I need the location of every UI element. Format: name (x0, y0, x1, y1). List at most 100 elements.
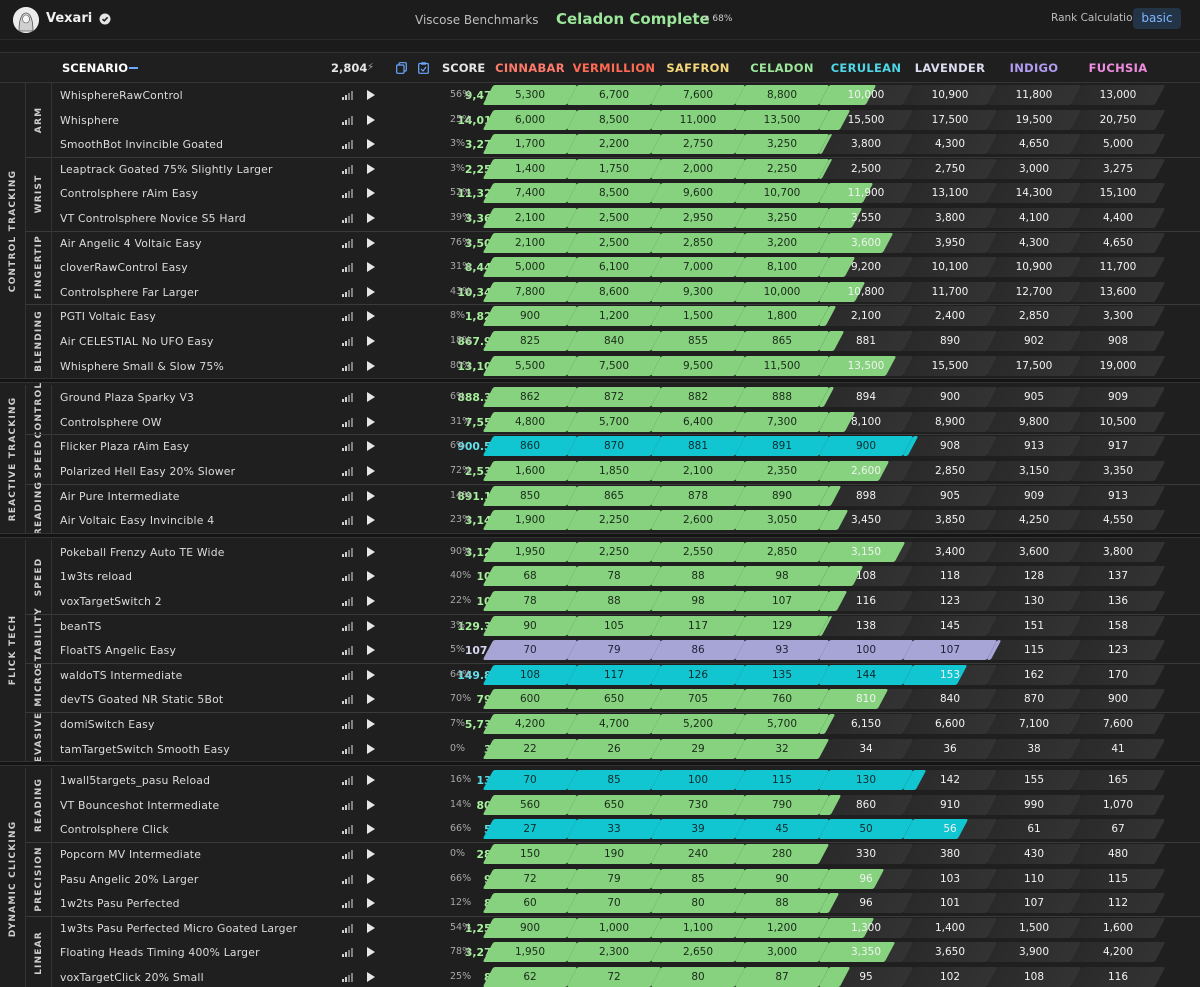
scenario-name[interactable]: VT Controlsphere Novice S5 Hard (60, 212, 246, 225)
subcategory-label[interactable]: CONTROL (33, 381, 44, 439)
subcategory-label[interactable]: MICRO (33, 667, 44, 708)
play-icon[interactable] (367, 188, 375, 199)
play-icon[interactable] (367, 237, 375, 248)
signal-icon[interactable] (342, 621, 353, 631)
play-icon[interactable] (367, 139, 375, 150)
scenario-row[interactable]: beanTS 129.34 3% 90 105 117 129 138 145 151 158 (52, 614, 1200, 638)
signal-icon[interactable] (342, 417, 353, 427)
scenario-row[interactable]: Whisphere Small & Slow 75% 13,100 80% 5,500… (52, 354, 1200, 378)
scenario-row[interactable]: Flicker Plaza rAim Easy 900.53 6% 860 870 881… (52, 434, 1200, 458)
signal-icon[interactable] (342, 115, 353, 125)
scenario-name[interactable]: Popcorn MV Intermediate (60, 848, 202, 861)
rank-header-celadon[interactable]: CELADON (750, 61, 814, 75)
signal-icon[interactable] (342, 491, 353, 501)
signal-icon[interactable] (342, 923, 353, 933)
scenario-name[interactable]: Controlsphere rAim Easy (60, 187, 199, 201)
play-icon[interactable] (367, 360, 375, 371)
signal-icon[interactable] (342, 597, 353, 606)
scenario-name[interactable]: Air CELESTIAL No UFO Easy (60, 335, 214, 348)
scenario-name[interactable]: beanTS (60, 619, 102, 633)
subcategory-label[interactable]: EVASIVE (33, 711, 44, 762)
scenario-name[interactable]: Floating Heads Timing 400% Larger (60, 946, 260, 960)
rank-header-vermillion[interactable]: VERMILLION (572, 61, 656, 75)
signal-icon[interactable] (342, 361, 353, 371)
scenario-row[interactable]: FloatTS Angelic Easy 107.4 5% 70 79 86 93 100 10… (52, 638, 1200, 662)
scenario-name[interactable]: Air Angelic 4 Voltaic Easy (60, 236, 202, 250)
category-label[interactable]: REACTIVE TRACKING (7, 396, 18, 522)
rank-header-lavender[interactable]: LAVENDER (914, 61, 986, 75)
subcategory-label[interactable]: STABILITY (33, 607, 44, 670)
scenario-row[interactable]: PGTI Voltaic Easy 1,824 8% 900 1,200 1,500 1,8… (52, 304, 1200, 328)
play-icon[interactable] (367, 515, 375, 526)
signal-icon[interactable] (342, 670, 353, 680)
subcategory-label[interactable]: PRECISION (33, 846, 44, 912)
scenario-name[interactable]: voxTargetClick 20% Small (60, 971, 204, 984)
scenario-name[interactable]: devTS Goated NR Static 5Bot (60, 693, 224, 707)
play-icon[interactable] (367, 490, 375, 501)
scenario-row[interactable]: Air CELESTIAL No UFO Easy 867.96 18% 825 840… (52, 329, 1200, 353)
scenario-name[interactable]: PGTI Voltaic Easy (60, 310, 156, 324)
play-icon[interactable] (367, 114, 375, 125)
scenario-name[interactable]: Leaptrack Goated 75% Slightly Larger (60, 162, 273, 176)
play-icon[interactable] (367, 466, 375, 476)
scenario-row[interactable]: waldoTS Intermediate 149.84 64% 108 117 126 13… (52, 663, 1200, 687)
collapse-icon[interactable] (129, 67, 138, 69)
play-icon[interactable] (367, 799, 375, 810)
scenario-row[interactable]: domiSwitch Easy 5,732 7% 4,200 4,700 5,200 5,7… (52, 712, 1200, 736)
signal-icon[interactable] (342, 287, 353, 297)
scenario-row[interactable]: Controlsphere Far Larger 10,344 43% 7,800 8,… (52, 280, 1200, 304)
scenario-name[interactable]: Controlsphere OW (60, 415, 162, 429)
subcategory-label[interactable]: READING (33, 481, 44, 536)
play-icon[interactable] (367, 546, 375, 557)
play-icon[interactable] (367, 596, 375, 606)
subcategory-label[interactable]: SPEED (33, 439, 44, 479)
signal-icon[interactable] (342, 263, 353, 273)
scenario-name[interactable]: Air Pure Intermediate (60, 489, 180, 503)
rank-header-cinnabar[interactable]: CINNABAR (495, 61, 565, 75)
play-icon[interactable] (367, 620, 375, 631)
play-icon[interactable] (367, 947, 375, 958)
scenario-name[interactable]: Air Voltaic Easy Invincible 4 (60, 514, 215, 528)
play-icon[interactable] (367, 743, 375, 754)
scenario-name[interactable]: 1w2ts Pasu Perfected (60, 897, 180, 911)
scenario-row[interactable]: Air Voltaic Easy Invincible 4 3,144 23% 1,9… (52, 508, 1200, 532)
signal-icon[interactable] (342, 572, 353, 582)
rank-header-indigo[interactable]: INDIGO (1009, 61, 1059, 75)
scenario-name[interactable]: FloatTS Angelic Easy (60, 644, 177, 658)
rank-header-saffron[interactable]: SAFFRON (666, 61, 730, 75)
play-icon[interactable] (367, 336, 375, 346)
category-label[interactable]: FLICK TECH (7, 615, 18, 686)
play-icon[interactable] (367, 898, 375, 909)
subcategory-label[interactable]: READING (33, 777, 44, 833)
subcategory-label[interactable]: WRIST (33, 174, 44, 214)
scenario-name[interactable]: SmoothBot Invincible Goated (60, 138, 224, 152)
scenario-row[interactable]: Pokeball Frenzy Auto TE Wide 3,120 90% 1,95… (52, 540, 1200, 564)
scenario-row[interactable]: tamTargetSwitch Smooth Easy320%222629323… (52, 737, 1200, 761)
avatar[interactable] (13, 7, 39, 33)
play-icon[interactable] (367, 972, 375, 982)
play-icon[interactable] (367, 311, 375, 322)
scenario-name[interactable]: WhisphereRawControl (60, 89, 183, 102)
scenario-row[interactable]: 1wall5targets_pasu Reload13216%708510011… (52, 768, 1200, 792)
scenario-row[interactable]: Air Angelic 4 Voltaic Easy 3,505 76% 2,100 2… (52, 231, 1200, 255)
subcategory-label[interactable]: SPEED (33, 557, 44, 597)
scenario-name[interactable]: domiSwitch Easy (60, 718, 155, 731)
play-icon[interactable] (367, 645, 375, 656)
scenario-name[interactable]: Flicker Plaza rAim Easy (60, 440, 190, 454)
signal-icon[interactable] (342, 140, 353, 150)
signal-icon[interactable] (342, 312, 353, 322)
signal-icon[interactable] (342, 393, 353, 403)
play-icon[interactable] (367, 694, 375, 705)
scenario-row[interactable]: WhisphereRawControl 9,477 56% 5,300 6,700 7,6… (52, 83, 1200, 107)
scenario-name[interactable]: voxTargetSwitch 2 (60, 595, 162, 608)
scenario-name[interactable]: Polarized Hell Easy 20% Slower (60, 465, 236, 478)
play-icon[interactable] (367, 922, 375, 933)
scenario-name[interactable]: 1wall5targets_pasu Reload (60, 774, 211, 788)
signal-icon[interactable] (342, 720, 353, 729)
play-icon[interactable] (367, 90, 375, 100)
play-icon[interactable] (367, 849, 375, 859)
username[interactable]: Vexari (46, 11, 93, 26)
play-icon[interactable] (367, 824, 375, 835)
scenario-name[interactable]: tamTargetSwitch Smooth Easy (60, 742, 230, 756)
